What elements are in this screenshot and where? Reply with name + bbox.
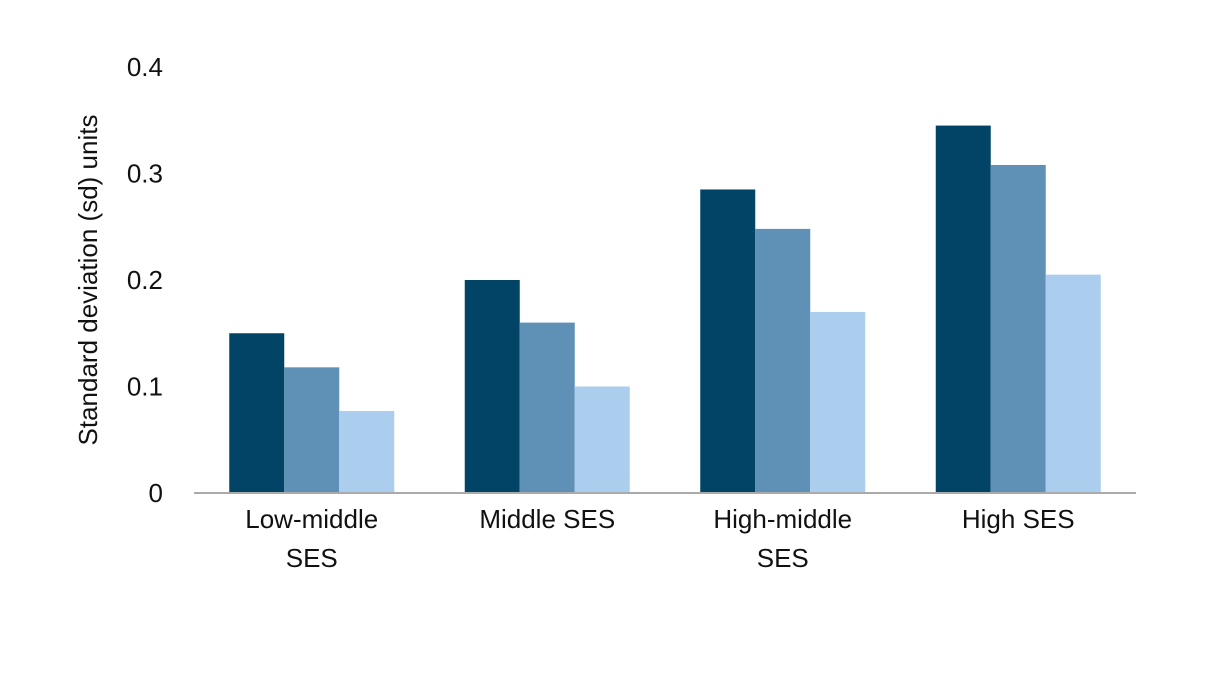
bar-3-series-3 bbox=[810, 311, 866, 493]
bar-2-series-3 bbox=[574, 386, 630, 493]
x-category-label: Middle SES bbox=[479, 504, 615, 534]
y-tick-labels: 0 0.1 0.2 0.3 0.4 bbox=[127, 52, 163, 508]
y-tick-label: 0 bbox=[149, 478, 163, 508]
bar-4-series-2 bbox=[990, 164, 1046, 494]
y-axis-label: Standard deviation (sd) units bbox=[73, 115, 103, 446]
bar-1-series-2 bbox=[284, 367, 340, 493]
bar-2-series-2 bbox=[519, 322, 575, 493]
y-tick-label: 0.1 bbox=[127, 372, 163, 402]
x-category-labels: Low-middle SES Middle SES High-middle SES Hig… bbox=[245, 504, 1074, 573]
bar-4-series-3 bbox=[1045, 274, 1101, 493]
y-tick-label: 0.2 bbox=[127, 265, 163, 295]
bar-3-series-2 bbox=[755, 228, 811, 493]
x-category-label: High SES bbox=[962, 504, 1075, 534]
bar-1-series-1 bbox=[229, 333, 285, 493]
bar-4-series-1 bbox=[935, 125, 991, 493]
bar-1-series-3 bbox=[339, 410, 395, 493]
x-category-label: Low-middle SES bbox=[245, 504, 378, 573]
bar-2-series-1 bbox=[464, 280, 520, 493]
bar-3-series-1 bbox=[700, 189, 756, 493]
y-tick-label: 0.4 bbox=[127, 52, 163, 82]
bars-group bbox=[229, 125, 1101, 494]
x-category-label: High-middle SES bbox=[713, 504, 852, 573]
y-tick-label: 0.3 bbox=[127, 159, 163, 189]
